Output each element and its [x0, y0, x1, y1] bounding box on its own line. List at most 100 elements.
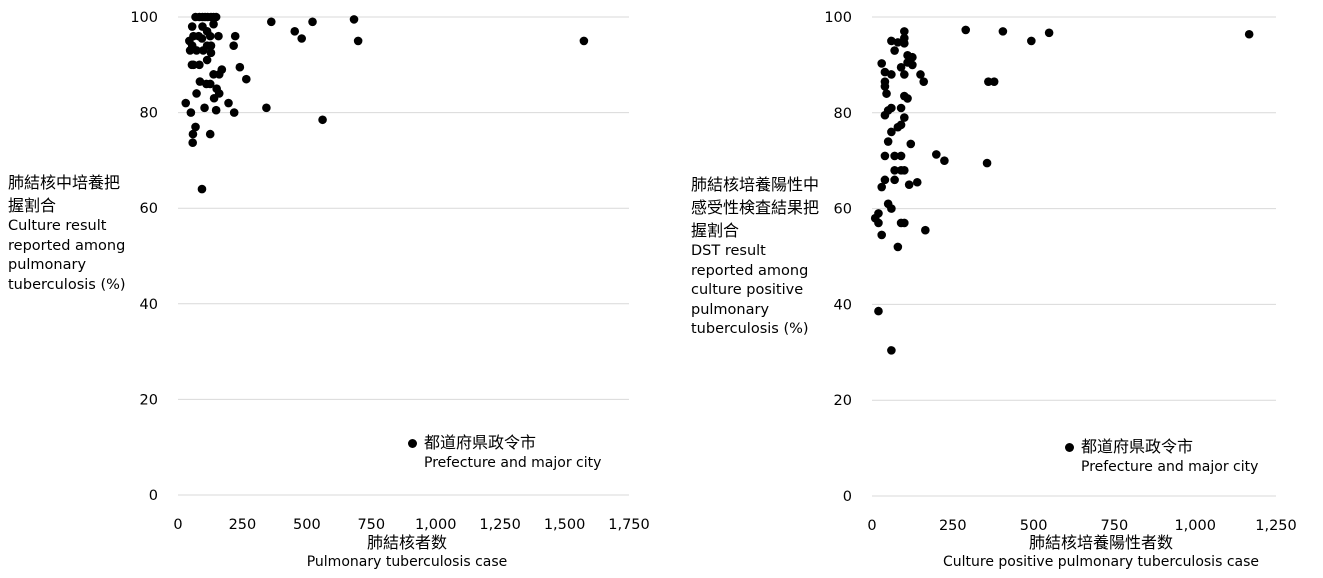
data-point: [921, 225, 930, 235]
data-point: [185, 46, 195, 55]
data-point: [197, 184, 207, 194]
legend-marker: [1065, 442, 1074, 452]
data-point: [998, 27, 1008, 36]
data-point: [877, 59, 886, 68]
data-point: [893, 242, 903, 252]
data-point: [266, 17, 276, 27]
data-point: [890, 165, 899, 175]
data-point: [214, 31, 223, 41]
y-tick-label: 100: [130, 10, 158, 26]
data-point: [906, 139, 916, 149]
data-point: [880, 110, 890, 120]
data-point: [209, 70, 218, 79]
data-point: [188, 129, 198, 139]
y-axis-label-right: 肺結核培養陽性中感受性検査結果把握割合 DST result reported …: [691, 173, 826, 340]
x-tick-label: 1,750: [608, 517, 650, 533]
legend-label-jp: 都道府県政令市: [424, 433, 537, 452]
data-point: [205, 31, 215, 41]
data-point: [912, 177, 922, 187]
data-point: [209, 93, 219, 103]
y-tick-label: 60: [834, 202, 852, 218]
y-axis-label-en: DST result reported among culture positi…: [691, 243, 809, 337]
data-point: [206, 48, 216, 58]
data-point: [874, 209, 883, 218]
data-point: [579, 36, 589, 46]
data-point: [874, 218, 883, 228]
x-axis-label-jp: 肺結核培養陽性者数: [1028, 533, 1173, 552]
y-tick-label: 60: [140, 201, 158, 217]
data-point: [209, 19, 218, 29]
data-point: [989, 77, 999, 86]
data-point: [198, 46, 208, 55]
data-point: [1044, 28, 1054, 38]
data-point: [887, 70, 896, 79]
legend-right: 都道府県政令市 Prefecture and major city: [1065, 436, 1258, 476]
data-point: [896, 218, 906, 228]
y-tick-label: 80: [140, 106, 158, 122]
data-point: [887, 127, 896, 137]
data-point: [1244, 29, 1254, 39]
data-point: [896, 103, 906, 113]
data-point: [874, 306, 883, 316]
data-point: [205, 79, 215, 89]
x-tick-label: 1,000: [415, 517, 457, 533]
data-point: [900, 165, 909, 175]
data-point: [883, 137, 893, 146]
data-point: [890, 46, 899, 55]
chart-right: 0 20 40 60 80 100 0 250 500 750 1,000 1,250 肺結核培養陽性…: [663, 0, 1323, 578]
data-point: [880, 67, 890, 77]
data-point: [961, 25, 971, 35]
legend-left: 都道府県政令市 Prefecture and major city: [408, 432, 601, 472]
data-point: [224, 98, 233, 108]
data-point: [353, 36, 363, 46]
data-point: [229, 108, 239, 117]
chart-left: 0 20 40 60 80 100 0 250 500 750 1,000 1,250 1,500 1,7…: [0, 0, 660, 578]
legend-marker: [408, 438, 417, 448]
data-point: [916, 70, 925, 79]
y-axis-label-jp: 肺結核中培養把握割合: [8, 173, 121, 215]
data-point: [262, 103, 271, 113]
y-tick-label: 40: [140, 297, 158, 313]
data-point: [181, 98, 191, 108]
y-axis-label-en: Culture result reported among pulmonary …: [8, 218, 126, 293]
data-point: [877, 182, 886, 192]
x-axis-label-en: Pulmonary tuberculosis case: [306, 554, 508, 570]
data-point: [900, 39, 909, 48]
data-point: [890, 175, 899, 185]
data-point: [887, 204, 896, 213]
data-point: [230, 31, 240, 41]
data-point: [197, 34, 207, 43]
y-tick-label: 80: [834, 106, 852, 122]
data-point: [940, 156, 949, 165]
data-point: [880, 151, 890, 161]
x-tick-label: 750: [1101, 518, 1129, 534]
data-point: [200, 103, 209, 113]
x-axis-label-en: Culture positive pulmonary tuberculosis …: [942, 554, 1260, 570]
legend-label-en: Prefecture and major city: [424, 455, 602, 471]
data-point: [880, 175, 890, 185]
x-tick-label: 250: [939, 518, 967, 534]
data-point: [235, 62, 245, 72]
data-point: [297, 34, 307, 43]
data-point: [893, 122, 903, 132]
y-tick-label: 100: [824, 10, 852, 26]
x-tick-label: 750: [357, 517, 385, 533]
data-point: [195, 60, 204, 70]
data-point: [900, 70, 909, 79]
y-axis-label-left: 肺結核中培養把握割合 Culture result reported among…: [8, 171, 133, 295]
data-point: [192, 46, 201, 55]
data-point: [202, 55, 212, 65]
y-axis-label-jp: 肺結核培養陽性中感受性検査結果把握割合: [691, 175, 820, 240]
data-point: [187, 60, 197, 70]
data-point: [349, 15, 359, 24]
data-point: [229, 41, 238, 50]
data-point: [896, 62, 906, 72]
x-tick-label: 1,250: [479, 517, 521, 533]
y-tick-label: 40: [834, 297, 852, 313]
data-point: [211, 105, 221, 115]
data-point: [887, 346, 896, 355]
plot-area-left: 0 20 40 60 80 100 0 250 500 750 1,000 1,250 1,500 1,7…: [130, 10, 650, 533]
data-point: [290, 27, 300, 36]
y-tick-label: 20: [834, 393, 852, 409]
data-point: [887, 36, 896, 46]
